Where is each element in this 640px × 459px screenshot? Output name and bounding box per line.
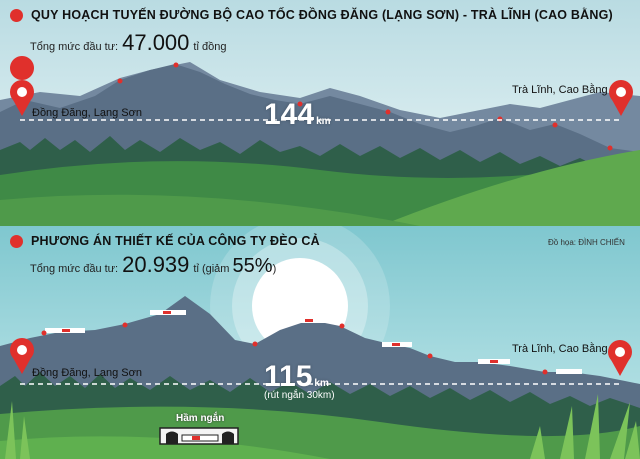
top-end-place: Trà Lĩnh, Cao Bằng (512, 84, 608, 96)
bottom-distance-unit: km (314, 378, 329, 389)
bottom-distance-note: (rút ngắn 30km) (264, 390, 335, 401)
top-distance-unit: km (316, 116, 331, 127)
peak-markers (41, 322, 548, 375)
bottom-title: PHƯƠNG ÁN THIẾT KẾ CỦA CÔNG TY ĐÈO CẢ (31, 234, 320, 248)
bottom-invest-unit: tỉ (giảm (193, 263, 230, 275)
end-pin-icon (608, 340, 632, 376)
current-plan-panel: QUY HOẠCH TUYẾN ĐƯỜNG BỘ CAO TỐC ĐỒNG ĐĂ… (0, 0, 640, 226)
top-distance: 144 km (264, 98, 331, 132)
road-segments (45, 310, 582, 374)
hill-right (380, 150, 640, 226)
bottom-distance-value: 115 (264, 360, 313, 393)
top-landscape (0, 56, 640, 226)
bottom-invest-prefix: Tổng mức đầu tư: (30, 263, 119, 275)
start-pin-icon (10, 56, 35, 116)
top-distance-value: 144 (264, 98, 315, 131)
graphic-credit: Đồ họa: ĐÌNH CHIẾN (548, 238, 625, 247)
top-title-row: QUY HOẠCH TUYẾN ĐƯỜNG BỘ CAO TỐC ĐỒNG ĐĂ… (10, 8, 613, 22)
top-investment: Tổng mức đầu tư: 47.000 tỉ đồng (30, 30, 226, 56)
top-title: QUY HOẠCH TUYẾN ĐƯỜNG BỘ CAO TỐC ĐỒNG ĐĂ… (31, 8, 613, 22)
bullet-icon (10, 234, 23, 248)
bottom-investment: Tổng mức đầu tư: 20.939 tỉ (giảm 55%) (30, 252, 276, 278)
hill-front (0, 194, 420, 226)
bottom-invest-value: 20.939 (122, 252, 190, 277)
bottom-distance: 115 km (264, 360, 329, 394)
top-invest-unit: tỉ đồng (193, 41, 227, 53)
start-pin-icon (10, 338, 34, 374)
bottom-landscape (0, 226, 640, 459)
bottom-end-place: Trà Lĩnh, Cao Bằng (512, 343, 608, 355)
tunnel-label: Hầm ngắn (176, 413, 225, 424)
bottom-start-place: Đồng Đăng, Lạng Sơn (32, 367, 142, 379)
grass-front (0, 436, 330, 459)
bullet-icon (10, 8, 23, 22)
tunnel-icon (159, 427, 239, 445)
bottom-invest-close: ) (272, 263, 277, 275)
end-pin-icon (609, 80, 633, 116)
bottom-invest-reduction: 55% (232, 255, 273, 277)
top-invest-value: 47.000 (122, 30, 190, 55)
bottom-title-row: PHƯƠNG ÁN THIẾT KẾ CỦA CÔNG TY ĐÈO CẢ (10, 234, 320, 248)
top-start-place: Đồng Đăng, Lạng Sơn (32, 107, 142, 119)
grass-blades (5, 394, 640, 459)
proposal-panel: PHƯƠNG ÁN THIẾT KẾ CỦA CÔNG TY ĐÈO CẢ Đồ… (0, 226, 640, 459)
top-invest-prefix: Tổng mức đầu tư: (30, 41, 119, 53)
